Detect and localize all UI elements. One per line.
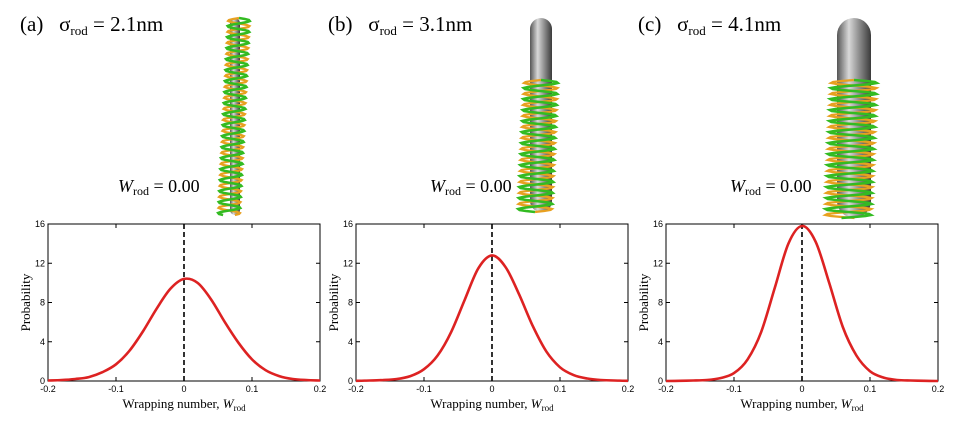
y-tick-label: 16	[653, 219, 663, 229]
sigma-value: = 3.1nm	[396, 12, 473, 36]
y-tick-label: 12	[35, 258, 45, 268]
rod-illustration	[216, 16, 252, 217]
x-axis-title-text: Wrapping number,	[122, 396, 222, 411]
panel-c: (c) σrod = 4.1nm Wrod = 0.00 -0.2 -0.1 0 0.…	[618, 0, 944, 436]
y-tick-label: 8	[348, 298, 353, 308]
w-value: = 0.00	[149, 176, 200, 196]
x-tick-label: 0	[181, 384, 186, 394]
plot-frame	[47, 223, 321, 382]
helix-strand-green	[515, 78, 561, 214]
probability-chart-b: -0.2 -0.1 0 0.1 0.2 0 4 8 12 16 Probability Wrappin…	[326, 219, 634, 413]
sigma-subscript: rod	[70, 23, 88, 38]
x-axis-title-italic: W	[223, 396, 235, 411]
x-tick-label: -0.2	[40, 384, 56, 394]
sigma-symbol: σ	[677, 12, 689, 36]
w-subscript: rod	[745, 184, 761, 198]
wrapping-label-b: Wrod = 0.00	[430, 176, 512, 199]
w-value: = 0.00	[461, 176, 512, 196]
w-symbol: W	[430, 176, 445, 196]
x-axis-title: Wrapping number, Wrod	[122, 396, 246, 413]
y-tick-label: 12	[653, 258, 663, 268]
sigma-value: = 2.1nm	[87, 12, 164, 36]
x-tick-label: -0.1	[108, 384, 124, 394]
x-tick-label: 0.1	[246, 384, 259, 394]
sigma-symbol: σ	[368, 12, 380, 36]
w-subscript: rod	[133, 184, 149, 198]
w-symbol: W	[118, 176, 133, 196]
y-tick-label: 0	[658, 376, 663, 386]
rod-illustration	[821, 18, 881, 220]
x-axis-title-sub: rod	[542, 403, 554, 413]
x-axis-title-sub: rod	[234, 403, 246, 413]
y-tick-label: 16	[35, 219, 45, 229]
x-tick-label: 0.2	[932, 384, 945, 394]
sigma-value: = 4.1nm	[705, 12, 782, 36]
plot-frame	[665, 223, 939, 382]
panel-label-c: (c) σrod = 4.1nm	[638, 12, 781, 39]
x-axis-title-text: Wrapping number,	[430, 396, 530, 411]
x-axis-title-italic: W	[841, 396, 853, 411]
sigma-subscript: rod	[688, 23, 706, 38]
y-tick-label: 0	[40, 376, 45, 386]
y-tick-label: 8	[658, 298, 663, 308]
panel-a: (a) σrod = 2.1nm Wrod = 0.00 -0.2 -0.1 0 0.…	[0, 0, 326, 436]
probability-curve	[47, 277, 321, 382]
wrapping-label-c: Wrod = 0.00	[730, 176, 812, 199]
panel-label-a: (a) σrod = 2.1nm	[20, 12, 163, 39]
x-tick-label: -0.2	[348, 384, 364, 394]
x-tick-label: 0.2	[314, 384, 327, 394]
probability-chart-a: -0.2 -0.1 0 0.1 0.2 0 4 8 12 16 Probability Wrappin…	[18, 219, 326, 413]
plot-frame	[355, 223, 629, 382]
x-tick-label: -0.2	[658, 384, 674, 394]
x-tick-label: 0.1	[864, 384, 877, 394]
x-tick-label: -0.1	[416, 384, 432, 394]
y-axis-title: Probability	[636, 273, 651, 331]
x-axis-title: Wrapping number, Wrod	[740, 396, 864, 413]
x-axis-title-italic: W	[531, 396, 543, 411]
probability-chart-c: -0.2 -0.1 0 0.1 0.2 0 4 8 12 16 Probability Wrappin…	[636, 219, 944, 413]
x-tick-label: 0	[489, 384, 494, 394]
w-symbol: W	[730, 176, 745, 196]
probability-curve	[665, 224, 939, 383]
y-axis-title: Probability	[18, 273, 33, 331]
y-tick-label: 4	[348, 337, 353, 347]
sigma-subscript: rod	[379, 23, 397, 38]
y-tick-label: 4	[40, 337, 45, 347]
probability-curve	[355, 254, 629, 383]
x-axis-title-sub: rod	[852, 403, 864, 413]
w-value: = 0.00	[761, 176, 812, 196]
w-subscript: rod	[445, 184, 461, 198]
x-tick-label: 0.2	[622, 384, 635, 394]
helix-strand-green	[216, 16, 252, 217]
y-tick-label: 16	[343, 219, 353, 229]
sigma-symbol: σ	[59, 12, 71, 36]
x-tick-label: -0.1	[726, 384, 742, 394]
wrapping-label-a: Wrod = 0.00	[118, 176, 200, 199]
y-tick-label: 12	[343, 258, 353, 268]
x-axis-title-text: Wrapping number,	[740, 396, 840, 411]
y-tick-label: 4	[658, 337, 663, 347]
x-axis-title: Wrapping number, Wrod	[430, 396, 554, 413]
panel-letter: (b)	[328, 12, 353, 36]
panel-letter: (a)	[20, 12, 44, 36]
x-tick-label: 0	[799, 384, 804, 394]
y-tick-label: 0	[348, 376, 353, 386]
panel-letter: (c)	[638, 12, 662, 36]
panel-label-b: (b) σrod = 3.1nm	[328, 12, 472, 39]
panel-b: (b) σrod = 3.1nm Wrod = 0.00 -0.2 -0.1 0 0.…	[308, 0, 634, 436]
helix-strand-green	[821, 78, 881, 220]
y-axis-title: Probability	[326, 273, 341, 331]
rod-illustration	[515, 18, 561, 214]
x-tick-label: 0.1	[554, 384, 567, 394]
y-tick-label: 8	[40, 298, 45, 308]
